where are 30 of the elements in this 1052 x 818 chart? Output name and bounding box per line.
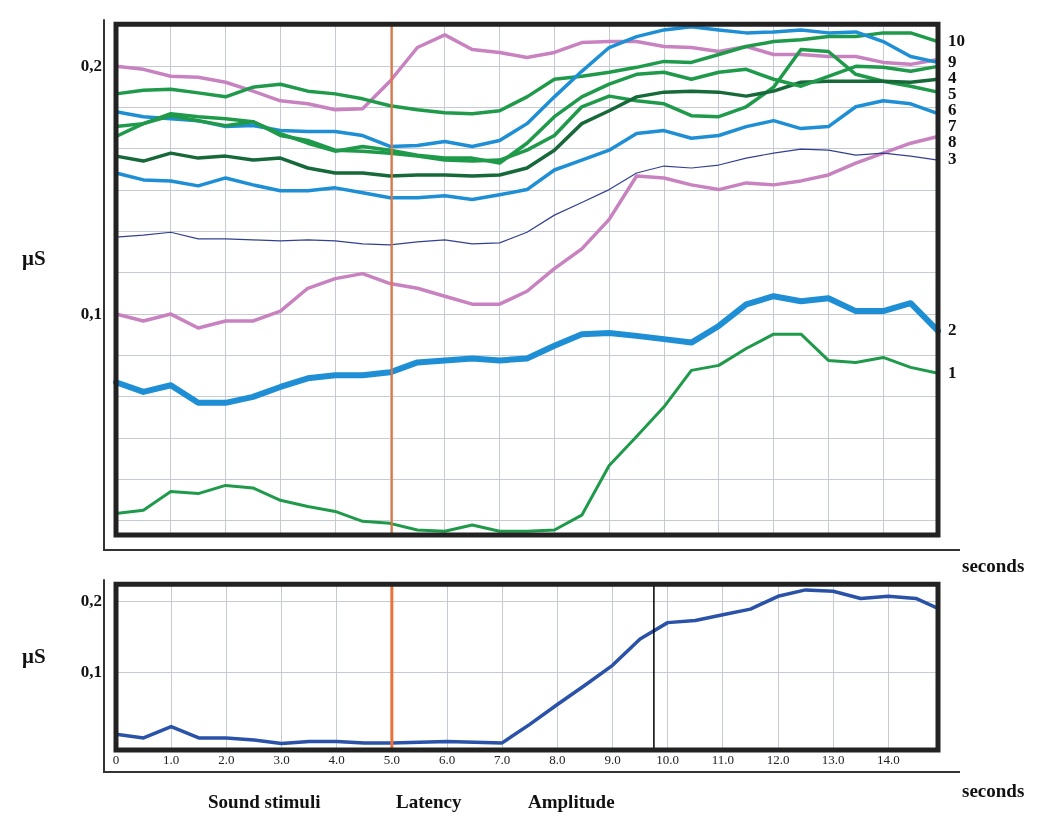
text: Amplitude <box>528 791 615 812</box>
x-tick-label: 2.0 <box>218 752 235 768</box>
x-tick-label: 1.0 <box>163 752 180 768</box>
x-tick-label: 10.0 <box>656 752 680 768</box>
x-axis-title: seconds <box>962 779 1025 801</box>
y-axis-title: μS <box>22 643 46 668</box>
x-tick-label: 0 <box>112 752 120 768</box>
x-tick-label: 6.0 <box>438 752 456 768</box>
y-tick-label: 0,2 <box>80 590 102 610</box>
series-label: 1 <box>948 362 957 382</box>
y-tick-label: 0,1 <box>80 661 102 681</box>
series-label: 2 <box>948 320 957 340</box>
series-label: 3 <box>948 149 957 169</box>
y-axis-title: μS <box>22 246 46 271</box>
x-tick-label: 4.0 <box>328 752 345 768</box>
x-tick-label: 7.0 <box>494 752 511 768</box>
text: Sound stimuli <box>208 791 321 812</box>
x-tick-label: 3.0 <box>273 752 290 768</box>
y-tick-label: 0,2 <box>80 55 102 75</box>
x-tick-label: 9.0 <box>604 752 621 768</box>
x-tick-label: 14.0 <box>876 752 900 768</box>
series-label: 10 <box>948 30 965 50</box>
x-tick-label: 11.0 <box>711 752 734 768</box>
x-tick-label: 13.0 <box>821 752 845 768</box>
x-axis-title: seconds <box>962 554 1025 576</box>
x-tick-label: 5.0 <box>383 752 400 768</box>
x-tick-label: 8.0 <box>549 752 566 768</box>
y-tick-label: 0,1 <box>80 303 102 323</box>
text: Latency <box>396 791 462 812</box>
x-tick-label: 12.0 <box>766 752 790 768</box>
